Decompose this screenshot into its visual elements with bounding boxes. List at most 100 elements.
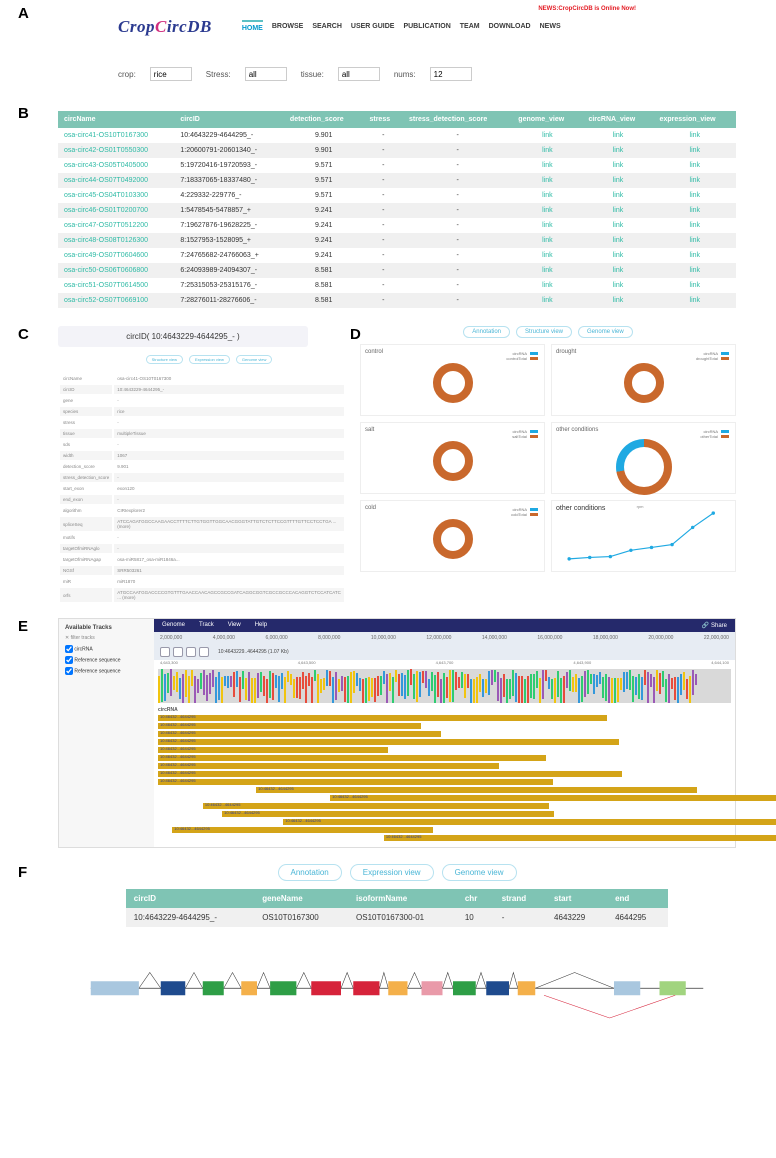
view-link[interactable]: link <box>512 248 582 263</box>
circname-link[interactable]: osa-circ52-OS07T0669100 <box>58 293 174 308</box>
view-link[interactable]: link <box>654 188 736 203</box>
circ-feature[interactable]: 10:46432...4644295 <box>158 731 441 737</box>
circ-feature[interactable]: 10:46432...4644295 <box>158 723 421 729</box>
view-link[interactable]: link <box>582 233 653 248</box>
circname-link[interactable]: osa-circ42-OS01T0550300 <box>58 143 174 158</box>
c-btn-genome-view[interactable]: Genome view <box>236 355 272 364</box>
view-link[interactable]: link <box>654 293 736 308</box>
d-btn-genome-view[interactable]: Genome view <box>578 326 633 338</box>
nav-publication[interactable]: PUBLICATION <box>403 20 450 35</box>
c-btn-expression-view[interactable]: Expression view <box>189 355 230 364</box>
circname-link[interactable]: osa-circ44-OS07T0492000 <box>58 173 174 188</box>
view-link[interactable]: link <box>582 263 653 278</box>
gb-menu-view[interactable]: View <box>228 622 241 629</box>
gb-filter[interactable]: ✕ filter tracks <box>65 635 148 641</box>
stress-input[interactable] <box>245 67 287 81</box>
circname-link[interactable]: osa-circ47-OS07T0512200 <box>58 218 174 233</box>
nav-browse[interactable]: BROWSE <box>272 20 304 35</box>
circ-feature[interactable]: 10:46432...4644295 <box>158 747 388 753</box>
view-link[interactable]: link <box>582 248 653 263</box>
circ-feature[interactable]: 10:46432...4644295 <box>158 779 553 785</box>
nav-download[interactable]: DOWNLOAD <box>489 20 531 35</box>
crop-input[interactable] <box>150 67 192 81</box>
circname-link[interactable]: osa-circ51-OS07T0614500 <box>58 278 174 293</box>
circ-feature[interactable]: 10:46432...4644295 <box>384 835 776 841</box>
view-link[interactable]: link <box>512 233 582 248</box>
detail-row: speciesrice <box>60 407 344 416</box>
circ-feature[interactable]: 10:46432...4644295 <box>158 755 546 761</box>
nav-team[interactable]: TEAM <box>460 20 480 35</box>
nav-search[interactable]: SEARCH <box>312 20 342 35</box>
circ-feature[interactable]: 10:46432...4644295 <box>158 771 622 777</box>
view-link[interactable]: link <box>512 143 582 158</box>
view-link[interactable]: link <box>582 203 653 218</box>
circname-link[interactable]: osa-circ49-OS07T0604600 <box>58 248 174 263</box>
circname-link[interactable]: osa-circ46-OS01T0200700 <box>58 203 174 218</box>
circname-link[interactable]: osa-circ41-OS10T0167300 <box>58 128 174 143</box>
view-link[interactable]: link <box>654 203 736 218</box>
view-link[interactable]: link <box>512 218 582 233</box>
f-btn-expression-view[interactable]: Expression view <box>350 864 434 881</box>
table-row: osa-circ47-OS07T05122007:19627876-196282… <box>58 218 736 233</box>
view-link[interactable]: link <box>512 263 582 278</box>
view-link[interactable]: link <box>512 203 582 218</box>
view-link[interactable]: link <box>512 173 582 188</box>
circ-feature[interactable]: 10:46432...4644295 <box>172 827 433 833</box>
view-link[interactable]: link <box>654 218 736 233</box>
nav-home[interactable]: HOME <box>242 20 263 35</box>
view-link[interactable]: link <box>582 188 653 203</box>
view-link[interactable]: link <box>512 293 582 308</box>
d-btn-annotation[interactable]: Annotation <box>463 326 510 338</box>
gb-menu-help[interactable]: Help <box>255 622 267 629</box>
view-link[interactable]: link <box>582 218 653 233</box>
d-btn-structure-view[interactable]: Structure view <box>516 326 572 338</box>
nav-back-icon[interactable] <box>160 647 170 657</box>
f-btn-annotation[interactable]: Annotation <box>278 864 342 881</box>
zoom-in-icon[interactable] <box>199 647 209 657</box>
view-link[interactable]: link <box>582 143 653 158</box>
zoom-out-icon[interactable] <box>186 647 196 657</box>
circname-link[interactable]: osa-circ45-OS04T0103300 <box>58 188 174 203</box>
circ-feature[interactable]: 10:46432...4644295 <box>330 795 776 801</box>
track-check[interactable] <box>65 645 73 653</box>
f-btn-genome-view[interactable]: Genome view <box>442 864 517 881</box>
circ-feature[interactable]: 10:46432...4644295 <box>283 819 776 825</box>
view-link[interactable]: link <box>582 128 653 143</box>
view-link[interactable]: link <box>582 293 653 308</box>
circ-feature[interactable]: 10:46432...4644295 <box>203 803 549 809</box>
view-link[interactable]: link <box>582 173 653 188</box>
view-link[interactable]: link <box>654 158 736 173</box>
gb-menu-track[interactable]: Track <box>199 622 214 629</box>
gb-menu-genome[interactable]: Genome <box>162 622 185 629</box>
view-link[interactable]: link <box>582 158 653 173</box>
nav-user-guide[interactable]: USER GUIDE <box>351 20 395 35</box>
circ-feature[interactable]: 10:46432...4644295 <box>158 715 607 721</box>
view-link[interactable]: link <box>512 278 582 293</box>
view-link[interactable]: link <box>654 263 736 278</box>
view-link[interactable]: link <box>654 248 736 263</box>
tissue-input[interactable] <box>338 67 380 81</box>
circname-link[interactable]: osa-circ50-OS06T0606800 <box>58 263 174 278</box>
view-link[interactable]: link <box>512 128 582 143</box>
nav-fwd-icon[interactable] <box>173 647 183 657</box>
view-link[interactable]: link <box>512 188 582 203</box>
track-check[interactable] <box>65 667 73 675</box>
view-link[interactable]: link <box>654 278 736 293</box>
view-link[interactable]: link <box>654 173 736 188</box>
track-check[interactable] <box>65 656 73 664</box>
view-link[interactable]: link <box>654 143 736 158</box>
view-link[interactable]: link <box>582 278 653 293</box>
circ-feature[interactable]: 10:46432...4644295 <box>158 763 499 769</box>
view-link[interactable]: link <box>654 233 736 248</box>
circname-link[interactable]: osa-circ43-OS05T0405000 <box>58 158 174 173</box>
circ-feature[interactable]: 10:46432...4644295 <box>158 739 619 745</box>
share-button[interactable]: 🔗 Share <box>702 622 727 629</box>
c-btn-structure-view[interactable]: Structure view <box>146 355 183 364</box>
circ-feature[interactable]: 10:46432...4644295 <box>222 811 553 817</box>
view-link[interactable]: link <box>654 128 736 143</box>
nums-input[interactable] <box>430 67 472 81</box>
nav-news[interactable]: NEWS <box>540 20 561 35</box>
circname-link[interactable]: osa-circ48-OS08T0126300 <box>58 233 174 248</box>
view-link[interactable]: link <box>512 158 582 173</box>
circ-feature[interactable]: 10:46432...4644295 <box>256 787 697 793</box>
